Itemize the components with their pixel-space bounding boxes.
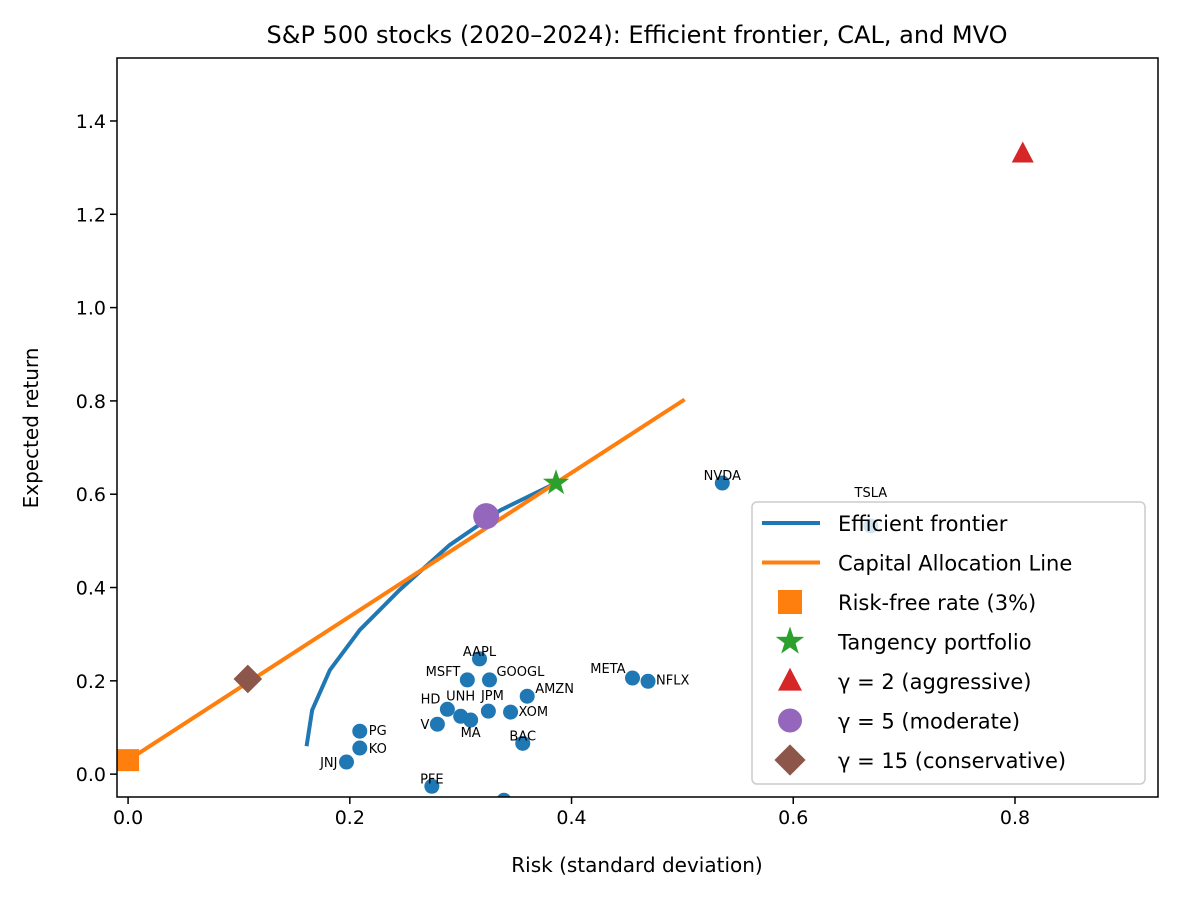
stock-point-jpm — [480, 703, 496, 719]
stock-label-jnj: JNJ — [319, 756, 337, 771]
stock-label-aapl: AAPL — [463, 645, 497, 660]
risk-free-marker — [117, 749, 140, 772]
stock-label-googl: GOOGL — [496, 665, 545, 680]
stock-point-pg — [352, 723, 368, 739]
y-tick-label: 1.2 — [76, 204, 106, 226]
legend-label: γ = 15 (conservative) — [838, 749, 1066, 773]
gamma-15-marker — [233, 664, 263, 694]
y-tick-label: 0.0 — [76, 764, 106, 786]
x-tick-label: 0.0 — [113, 807, 143, 829]
tangency-star — [542, 469, 570, 495]
stock-point-jnj — [338, 754, 354, 770]
stock-point-meta — [625, 670, 641, 686]
stock-label-v: V — [420, 718, 429, 733]
y-tick-label: 1.0 — [76, 298, 106, 320]
legend-label: Tangency portfolio — [837, 631, 1032, 655]
stock-label-ma: MA — [461, 726, 481, 741]
legend-triangle-swatch — [778, 667, 802, 691]
y-tick-label: 0.2 — [76, 671, 106, 693]
legend-label: γ = 5 (moderate) — [838, 710, 1020, 734]
legend-label: Risk-free rate (3%) — [838, 591, 1036, 615]
legend-label: Capital Allocation Line — [838, 552, 1072, 576]
stock-label-pfe: PFE — [420, 772, 444, 787]
stock-point-aapl — [472, 651, 488, 667]
stock-label-pg: PG — [369, 724, 387, 739]
y-tick-label: 0.8 — [76, 391, 106, 413]
legend-circle-swatch — [778, 708, 802, 733]
legend-square-swatch — [778, 590, 802, 614]
stock-label-amzn: AMZN — [535, 682, 574, 697]
y-tick-label: 0.4 — [76, 578, 106, 600]
stock-label-hd: HD — [421, 692, 441, 707]
gamma-2-marker — [1011, 141, 1034, 163]
x-tick-label: 0.2 — [335, 807, 365, 829]
x-axis-label: Risk (standard deviation) — [511, 853, 762, 877]
stock-point-xom — [503, 704, 519, 720]
legend-diamond-swatch — [774, 744, 806, 776]
chart-title: S&P 500 stocks (2020–2024): Efficient fr… — [267, 21, 1008, 49]
stock-label-xom: XOM — [519, 705, 549, 720]
gamma-5-marker — [473, 503, 500, 530]
y-tick-label: 1.4 — [76, 111, 106, 133]
legend-box — [751, 501, 1146, 785]
x-tick-label: 0.8 — [1000, 807, 1030, 829]
legend-label: γ = 2 (aggressive) — [838, 670, 1031, 694]
stock-label-nflx: NFLX — [656, 673, 689, 688]
stock-label-meta: META — [590, 662, 625, 677]
stock-point-ko — [352, 740, 368, 756]
stock-label-jpm: JPM — [480, 689, 504, 704]
stock-label-msft: MSFT — [426, 665, 461, 680]
legend-star-swatch — [775, 626, 805, 654]
legend: Efficient frontier Capital Allocation Lin… — [751, 501, 1146, 785]
cal-line — [126, 397, 686, 762]
x-tick-label: 0.4 — [556, 807, 586, 829]
stock-point-nflx — [640, 673, 656, 689]
plot-frame — [116, 57, 1159, 798]
y-axis-label: Expected return — [19, 348, 43, 509]
stock-point-bac — [515, 735, 531, 751]
stock-point-googl — [481, 672, 497, 688]
stock-label-tsla: TSLA — [854, 486, 888, 501]
stock-label-ko: KO — [369, 742, 387, 757]
x-tick-label: 0.6 — [778, 807, 808, 829]
legend-label: Efficient frontier — [838, 512, 1008, 536]
stock-label-bac: BAC — [509, 729, 536, 744]
stock-point-ma — [463, 712, 479, 728]
stock-point-nvda — [714, 475, 730, 491]
stock-point-amzn — [519, 688, 535, 704]
stock-point-pfe — [424, 778, 440, 794]
y-tick-label: 0.6 — [76, 484, 106, 506]
stock-point-hd — [439, 701, 455, 717]
stock-point-v — [429, 716, 445, 732]
stock-point-msft — [459, 672, 475, 688]
stock-label-nvda: NVDA — [704, 469, 741, 484]
stock-label-unh: UNH — [446, 689, 475, 704]
stock-point-unlabeled — [497, 792, 511, 797]
